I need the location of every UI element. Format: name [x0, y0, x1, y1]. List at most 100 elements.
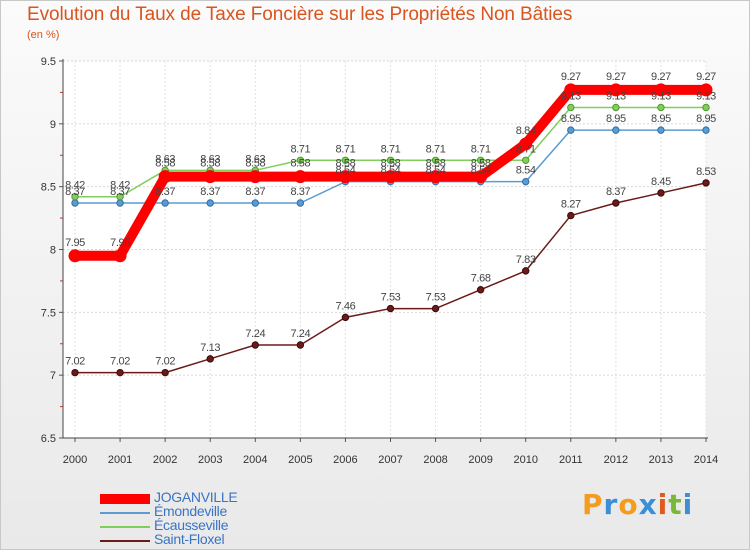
x-tick-label: 2009	[468, 454, 492, 466]
legend-label: JOGANVILLE	[154, 489, 238, 505]
data-point-ecausseville	[522, 156, 530, 164]
data-label-ecausseville: 9.13	[696, 90, 716, 102]
legend-label: Émondeville	[154, 503, 227, 519]
data-label-joganville: 8.58	[471, 158, 491, 170]
logo-letter: r	[603, 488, 619, 521]
data-point-saint-floxel	[612, 199, 620, 207]
data-label-emondeville: 8.54	[426, 165, 446, 177]
data-point-ecausseville	[296, 156, 305, 164]
data-label-saint-floxel: 7.46	[336, 300, 356, 312]
data-point-emondeville	[116, 199, 124, 207]
data-point-ecausseville	[612, 103, 620, 112]
data-point-joganville	[203, 170, 217, 184]
data-point-joganville	[609, 83, 623, 97]
data-point-saint-floxel	[161, 368, 169, 377]
x-tick-label: 2005	[288, 454, 312, 466]
data-label-saint-floxel: 7.53	[426, 292, 446, 304]
data-point-joganville	[429, 170, 443, 184]
data-point-emondeville	[161, 199, 169, 207]
data-point-ecausseville	[567, 103, 575, 112]
logo-letter: i	[657, 488, 669, 521]
proxiti-logo: Proxiti	[582, 488, 693, 521]
data-point-ecausseville	[476, 156, 485, 164]
chart-subtitle: (en %)	[27, 29, 60, 41]
data-label-ecausseville: 9.13	[561, 90, 581, 102]
data-label-emondeville: 8.95	[561, 113, 581, 125]
data-label-ecausseville: 8.71	[426, 143, 446, 155]
x-tick-label: 2012	[604, 454, 628, 466]
data-label-joganville: 7.95	[65, 237, 85, 249]
data-label-emondeville: 8.54	[381, 165, 401, 177]
data-point-joganville	[564, 83, 578, 97]
data-label-joganville: 9.27	[696, 71, 716, 83]
data-label-saint-floxel: 8.53	[696, 166, 716, 178]
x-tick-label: 2006	[333, 454, 357, 466]
legend-swatch	[100, 526, 150, 528]
data-label-ecausseville: 8.71	[290, 143, 310, 155]
data-label-ecausseville: 9.13	[651, 90, 671, 102]
logo-letter: x	[638, 488, 658, 521]
data-point-joganville	[654, 83, 668, 97]
x-tick-label: 2002	[153, 454, 177, 466]
legend-label: Écausseville	[154, 517, 229, 533]
x-tick-label: 2007	[378, 454, 402, 466]
data-point-saint-floxel	[116, 368, 124, 377]
data-point-ecausseville	[116, 193, 124, 201]
x-tick-label: 2004	[243, 454, 267, 466]
data-label-emondeville: 8.37	[290, 186, 310, 198]
data-label-ecausseville: 8.71	[516, 143, 536, 155]
data-point-ecausseville	[431, 156, 440, 164]
data-label-emondeville: 8.95	[651, 113, 671, 125]
data-label-joganville: 9.27	[606, 71, 626, 83]
data-label-ecausseville: 8.63	[155, 153, 175, 165]
data-point-saint-floxel	[296, 341, 305, 349]
data-label-emondeville: 8.37	[155, 186, 175, 198]
data-point-saint-floxel	[431, 304, 440, 313]
data-point-emondeville	[657, 126, 665, 134]
data-label-joganville: 8.58	[426, 158, 446, 170]
x-tick-label: 2013	[649, 454, 673, 466]
data-point-ecausseville	[702, 103, 710, 112]
data-label-emondeville: 8.37	[110, 186, 130, 198]
data-point-emondeville	[522, 177, 530, 186]
legend-swatch	[100, 540, 150, 542]
data-label-joganville: 9.27	[561, 71, 581, 83]
y-tick-label: 9	[50, 119, 56, 131]
data-point-emondeville	[296, 199, 305, 207]
logo-letter: t	[668, 488, 683, 521]
y-tick-label: 7	[50, 370, 56, 382]
data-point-saint-floxel	[206, 355, 214, 363]
data-point-joganville	[113, 249, 127, 263]
data-label-joganville: 8.84	[516, 125, 536, 137]
logo-letter: i	[682, 488, 694, 521]
data-point-saint-floxel	[522, 267, 530, 275]
data-point-joganville	[384, 170, 397, 184]
x-tick-label: 2001	[108, 454, 132, 466]
data-label-emondeville: 8.54	[471, 165, 491, 177]
data-label-ecausseville: 8.42	[110, 180, 130, 192]
chart-title: Evolution du Taux de Taxe Foncière sur l…	[27, 4, 573, 25]
data-label-joganville: 8.58	[290, 158, 310, 170]
data-point-emondeville	[612, 126, 620, 134]
data-point-joganville	[68, 249, 82, 263]
data-label-emondeville: 8.37	[245, 186, 265, 198]
data-label-ecausseville: 8.71	[381, 143, 401, 155]
data-label-saint-floxel: 7.24	[245, 328, 265, 340]
data-label-joganville: 8.58	[245, 158, 265, 170]
data-label-ecausseville: 8.63	[200, 153, 220, 165]
data-label-ecausseville: 8.71	[336, 143, 356, 155]
data-label-emondeville: 8.54	[516, 165, 536, 177]
data-label-joganville: 9.27	[651, 71, 671, 83]
x-tick-label: 2014	[694, 454, 718, 466]
data-point-emondeville	[206, 199, 214, 207]
legend-swatch	[100, 494, 150, 504]
data-point-emondeville	[71, 199, 79, 207]
data-point-ecausseville	[71, 193, 79, 201]
data-label-saint-floxel: 7.02	[65, 356, 85, 368]
x-tick-label: 2011	[559, 454, 583, 466]
data-label-saint-floxel: 7.24	[290, 328, 310, 340]
data-point-joganville	[248, 170, 262, 184]
data-label-emondeville: 8.95	[606, 113, 626, 125]
x-tick-label: 2003	[198, 454, 222, 466]
